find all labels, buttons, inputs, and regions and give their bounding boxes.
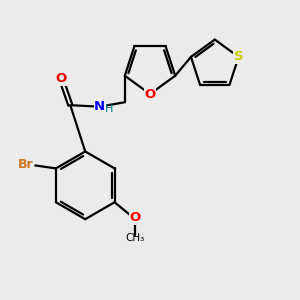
Text: CH₃: CH₃	[125, 233, 145, 243]
Text: Br: Br	[18, 158, 34, 171]
Text: O: O	[144, 88, 156, 100]
Text: O: O	[56, 72, 67, 85]
Text: O: O	[130, 212, 141, 224]
Text: S: S	[234, 50, 243, 63]
Text: N: N	[94, 100, 105, 113]
Text: H: H	[105, 104, 113, 114]
